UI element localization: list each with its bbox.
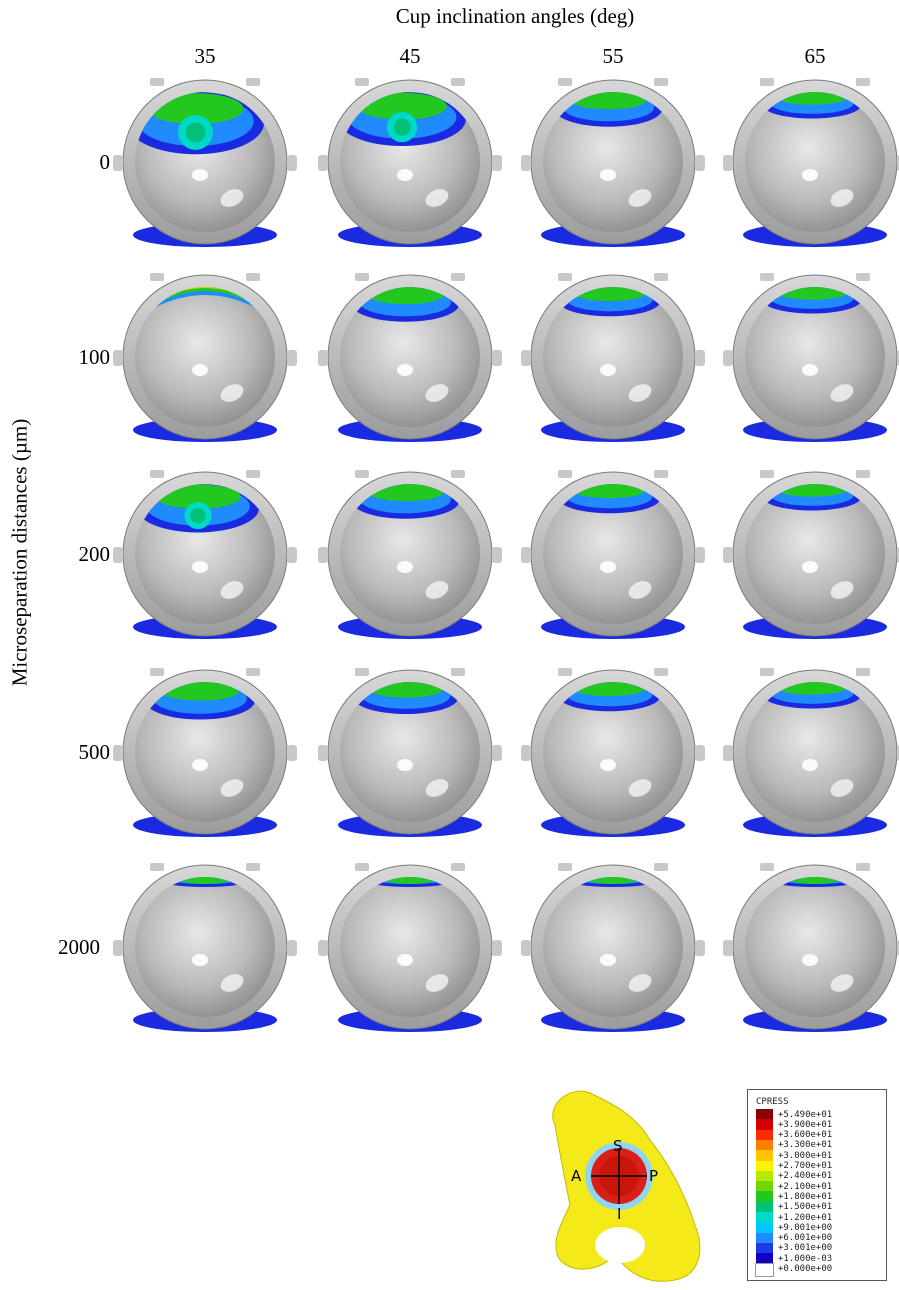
- legend-value: +3.000e+01: [778, 1150, 833, 1161]
- inferior-label: I: [617, 1205, 622, 1223]
- legend-swatch: [756, 1139, 773, 1152]
- legend-value: +1.200e+01: [778, 1212, 833, 1223]
- cup-0um-55deg: [518, 70, 708, 255]
- cup-500um-65deg: [720, 660, 899, 845]
- legend-entry: +3.300e+01: [756, 1139, 833, 1152]
- legend-value: +9.001e+00: [778, 1222, 833, 1233]
- legend-swatch: [756, 1129, 773, 1142]
- legend-entry: +3.000e+01: [756, 1150, 833, 1163]
- column-label-65: 65: [804, 44, 826, 68]
- legend-entry: +3.600e+01: [756, 1129, 833, 1142]
- legend-value: +5.490e+01: [778, 1109, 833, 1120]
- legend-value: +1.500e+01: [778, 1202, 833, 1213]
- cup-500um-35deg: [110, 660, 300, 845]
- row-label-500: 500: [78, 740, 111, 764]
- legend-value: +6.001e+00: [778, 1233, 833, 1244]
- cup-200um-45deg: [315, 462, 505, 647]
- row-label-2000: 2000: [58, 935, 100, 959]
- legend-swatch: [756, 1109, 773, 1121]
- cup-0um-65deg: [720, 70, 899, 255]
- legend-entry: +1.000e-03: [756, 1253, 833, 1266]
- legend-swatch: [756, 1170, 773, 1183]
- legend-swatch: [756, 1181, 773, 1194]
- cup-100um-65deg: [720, 265, 899, 450]
- column-axis-title: Cup inclination angles (deg): [395, 4, 635, 28]
- legend-swatch: [756, 1242, 773, 1255]
- legend-swatch: [756, 1201, 773, 1214]
- legend-swatch: [756, 1222, 773, 1235]
- posterior-label: P: [649, 1167, 659, 1185]
- legend-value: +2.100e+01: [778, 1181, 833, 1192]
- legend-entry: +2.400e+01: [756, 1170, 833, 1183]
- legend-swatch: [756, 1150, 773, 1163]
- cup-2000um-35deg: [110, 855, 300, 1040]
- superior-label: S: [613, 1137, 623, 1155]
- legend-entry: +1.500e+01: [756, 1201, 833, 1214]
- cup-0um-35deg: [110, 70, 300, 255]
- legend-swatch: [756, 1253, 773, 1266]
- pelvis-illustration: [552, 1090, 701, 1282]
- row-label-100: 100: [78, 345, 111, 369]
- legend-entry: +6.001e+00: [756, 1232, 833, 1245]
- cup-2000um-45deg: [315, 855, 505, 1040]
- legend-swatch: [756, 1191, 773, 1204]
- legend-entry: +1.800e+01: [756, 1191, 833, 1204]
- cup-500um-45deg: [315, 660, 505, 845]
- legend-value: +3.300e+01: [778, 1140, 833, 1151]
- cup-100um-55deg: [518, 265, 708, 450]
- legend-swatch: [755, 1262, 774, 1277]
- legend-value: +3.600e+01: [778, 1130, 833, 1141]
- legend-swatch: [756, 1119, 773, 1132]
- legend-value: +2.700e+01: [778, 1161, 833, 1171]
- legend-entry: +9.001e+00: [756, 1222, 833, 1235]
- cup-100um-35deg: [110, 265, 300, 450]
- cup-500um-55deg: [518, 660, 708, 845]
- cup-2000um-65deg: [720, 855, 899, 1040]
- pelvis-orientation-inset: S A P I: [535, 1085, 725, 1285]
- row-axis-title: Microseparation distances (µm): [7, 418, 32, 687]
- row-label-200: 200: [78, 542, 111, 566]
- legend-entry: +2.100e+01: [756, 1181, 833, 1194]
- cup-200um-55deg: [518, 462, 708, 647]
- legend-swatch: [756, 1232, 773, 1245]
- legend-entry: +5.490e+01: [756, 1109, 832, 1121]
- cup-200um-35deg: [110, 462, 300, 647]
- legend-value: +3.900e+01: [778, 1119, 833, 1130]
- cup-2000um-55deg: [518, 855, 708, 1040]
- cup-200um-65deg: [720, 462, 899, 647]
- row-label-0: 0: [99, 150, 111, 174]
- legend-value: +2.400e+01: [778, 1171, 833, 1182]
- cup-100um-45deg: [315, 265, 505, 450]
- legend-entry: +3.900e+01: [756, 1119, 833, 1132]
- cup-0um-45deg: [315, 70, 505, 255]
- legend-entry: +3.001e+00: [756, 1242, 833, 1255]
- legend-swatch: [756, 1212, 773, 1224]
- column-label-45: 45: [399, 44, 421, 68]
- legend-entry: +2.700e+01: [756, 1160, 833, 1173]
- legend-entry: +0.000e+00: [755, 1262, 833, 1277]
- legend-value: +0.000e+00: [778, 1264, 833, 1274]
- cpress-legend: CPRESS +5.490e+01 +3.900e+01 +3.600e+01 +3.…: [747, 1089, 887, 1281]
- legend-value: +1.000e-03: [778, 1253, 833, 1264]
- legend-entry: +1.200e+01: [756, 1212, 832, 1224]
- legend-value: +1.800e+01: [778, 1191, 833, 1202]
- legend-title: CPRESS: [756, 1097, 789, 1107]
- column-label-35: 35: [194, 44, 216, 68]
- legend-swatch: [756, 1160, 773, 1173]
- legend-value: +3.001e+00: [778, 1243, 833, 1254]
- anterior-label: A: [571, 1167, 582, 1185]
- column-label-55: 55: [602, 44, 624, 68]
